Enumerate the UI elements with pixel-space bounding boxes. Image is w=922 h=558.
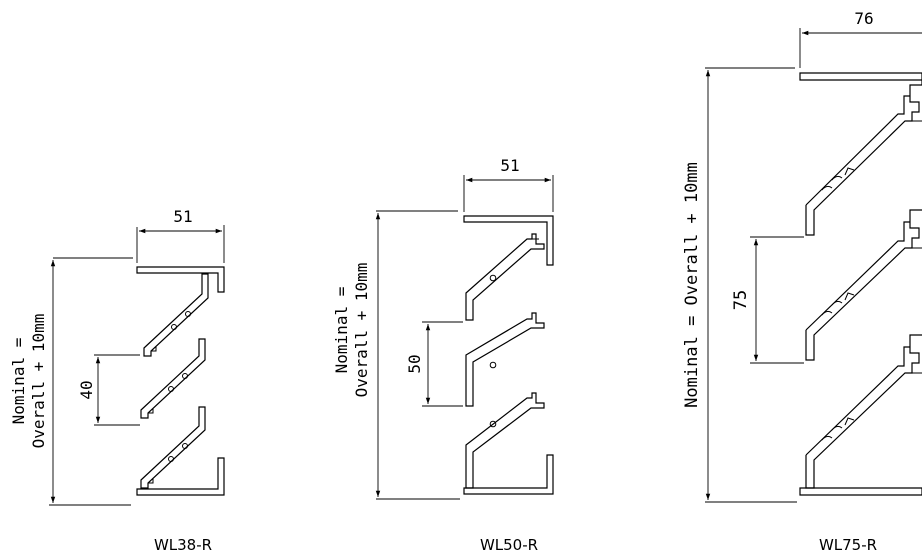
louvre-blade [805, 209, 922, 361]
panel-wl50-r: 51 Nominal = Overall + 10mm 50 WL50-R [332, 156, 554, 554]
louvre-blade [140, 338, 206, 419]
frame-head-wl75 [799, 72, 922, 81]
louvre-blade [465, 312, 545, 407]
frame-sill-wl75 [799, 487, 922, 496]
louvre-blade [805, 80, 922, 236]
louvre-blade [143, 273, 209, 357]
louvre-blade [465, 233, 545, 321]
panel-wl38-r: 51 Nominal = Overall + 10mm 40 WL38-R [9, 207, 225, 554]
nominal-label-line1: Nominal = [332, 287, 351, 374]
profile-code-label: WL75-R [819, 536, 877, 554]
width-dimension-label: 51 [173, 207, 192, 226]
profile-code-label: WL50-R [480, 536, 538, 554]
frame-sill-wl50 [463, 454, 554, 495]
pitch-dimension-label: 50 [405, 354, 424, 373]
frame-head-wl38 [136, 266, 225, 293]
nominal-label: Nominal = Overall + 10mm [682, 162, 702, 408]
louvre-blade [805, 334, 922, 489]
nominal-label-line2: Overall + 10mm [352, 263, 371, 398]
width-dimension-label: 51 [500, 156, 519, 175]
frame-sill-wl38 [136, 457, 225, 496]
louvre-blade [465, 392, 545, 489]
panel-wl75-r: 76 Nominal = Overall + 10mm 75 WL75-R [682, 9, 922, 554]
profile-code-label: WL38-R [154, 536, 212, 554]
pitch-dimension-label: 75 [731, 290, 751, 310]
nominal-label-line1: Nominal = [9, 338, 28, 425]
pitch-dimension-label: 40 [77, 380, 96, 399]
width-dimension-label: 76 [854, 9, 873, 28]
nominal-label-line2: Overall + 10mm [29, 314, 48, 449]
frame-head-wl50 [463, 215, 554, 266]
louvre-blade [140, 406, 206, 489]
